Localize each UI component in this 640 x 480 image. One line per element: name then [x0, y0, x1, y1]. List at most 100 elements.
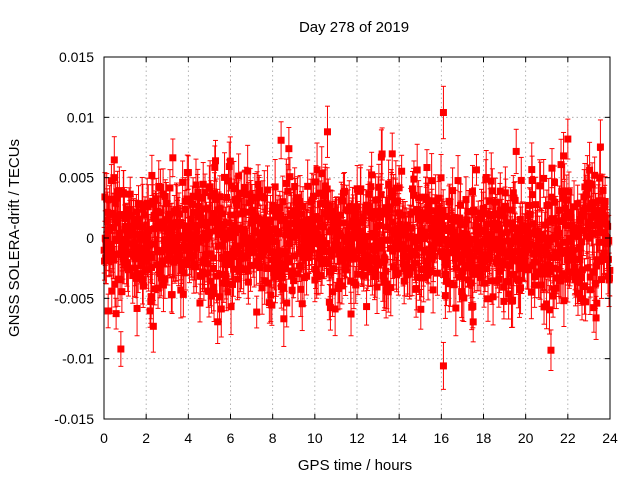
- data-marker: [352, 254, 360, 262]
- data-marker: [270, 260, 278, 268]
- data-marker: [277, 211, 285, 219]
- data-marker: [311, 213, 319, 221]
- data-marker: [308, 245, 316, 253]
- data-marker: [344, 207, 352, 215]
- data-marker: [407, 224, 415, 232]
- data-marker: [275, 228, 283, 236]
- data-marker: [222, 229, 230, 237]
- data-marker: [125, 206, 133, 214]
- data-point: [378, 127, 386, 181]
- data-marker: [277, 260, 285, 268]
- data-marker: [120, 190, 128, 198]
- data-marker: [296, 248, 304, 256]
- data-marker: [228, 280, 236, 288]
- data-marker: [175, 210, 183, 218]
- data-marker: [132, 274, 140, 282]
- data-marker: [338, 282, 346, 290]
- data-marker: [364, 263, 372, 271]
- data-marker: [241, 229, 249, 237]
- data-marker: [206, 277, 214, 285]
- data-marker: [332, 212, 340, 220]
- data-marker: [107, 241, 115, 249]
- data-marker: [215, 293, 223, 301]
- data-marker: [144, 203, 152, 211]
- data-marker: [325, 298, 333, 306]
- data-marker: [170, 247, 178, 255]
- data-marker: [304, 182, 312, 190]
- data-marker: [227, 303, 235, 311]
- data-marker: [274, 251, 282, 259]
- data-marker: [269, 248, 277, 256]
- data-point: [211, 145, 219, 190]
- data-marker: [256, 234, 264, 242]
- data-marker: [394, 197, 402, 205]
- data-marker: [264, 186, 272, 194]
- data-point: [254, 164, 262, 205]
- data-marker: [378, 150, 386, 158]
- data-marker: [377, 258, 385, 266]
- data-marker: [349, 248, 357, 256]
- data-marker: [298, 210, 306, 218]
- data-marker: [265, 279, 273, 287]
- data-marker: [281, 265, 289, 273]
- data-marker: [341, 187, 349, 195]
- data-marker: [311, 276, 319, 284]
- data-marker: [354, 270, 362, 278]
- data-marker: [202, 205, 210, 213]
- data-marker: [315, 253, 323, 261]
- data-series: [100, 85, 614, 390]
- data-marker: [253, 194, 261, 202]
- data-marker: [372, 255, 380, 263]
- data-marker: [234, 275, 242, 283]
- data-marker: [318, 260, 326, 268]
- data-marker: [280, 315, 288, 323]
- data-point: [388, 132, 396, 176]
- data-marker: [298, 300, 306, 308]
- data-point: [104, 293, 112, 329]
- data-point: [111, 260, 119, 308]
- data-marker: [246, 236, 254, 244]
- data-marker: [137, 223, 145, 231]
- data-marker: [260, 232, 268, 240]
- data-marker: [188, 200, 196, 208]
- data-marker: [210, 190, 218, 198]
- data-marker: [408, 185, 416, 193]
- data-marker: [279, 284, 287, 292]
- data-marker: [230, 185, 238, 193]
- data-marker: [166, 184, 174, 192]
- data-point: [112, 297, 120, 330]
- data-marker: [376, 239, 384, 247]
- data-marker: [352, 281, 360, 289]
- data-marker: [325, 260, 333, 268]
- data-marker: [110, 256, 118, 264]
- data-marker: [339, 219, 347, 227]
- data-marker: [337, 232, 345, 240]
- data-marker: [110, 156, 118, 164]
- data-marker: [104, 236, 112, 244]
- data-marker: [148, 253, 156, 261]
- data-marker: [394, 269, 402, 277]
- data-marker: [187, 243, 195, 251]
- data-marker: [252, 258, 260, 266]
- data-marker: [318, 170, 326, 178]
- data-marker: [168, 291, 176, 299]
- data-marker: [278, 274, 286, 282]
- data-marker: [153, 207, 161, 215]
- data-marker: [363, 303, 371, 311]
- data-marker: [317, 247, 325, 255]
- data-marker: [240, 183, 248, 191]
- data-marker: [397, 241, 405, 249]
- data-marker: [391, 239, 399, 247]
- data-point: [298, 276, 306, 332]
- chart-title: Day 278 of 2019: [299, 19, 409, 36]
- data-marker: [410, 175, 418, 183]
- data-marker: [295, 222, 303, 230]
- data-marker: [146, 241, 154, 249]
- data-marker: [322, 240, 330, 248]
- data-marker: [334, 219, 342, 227]
- data-marker: [196, 209, 204, 217]
- data-marker: [116, 230, 124, 238]
- data-marker: [159, 260, 167, 268]
- data-marker: [206, 183, 214, 191]
